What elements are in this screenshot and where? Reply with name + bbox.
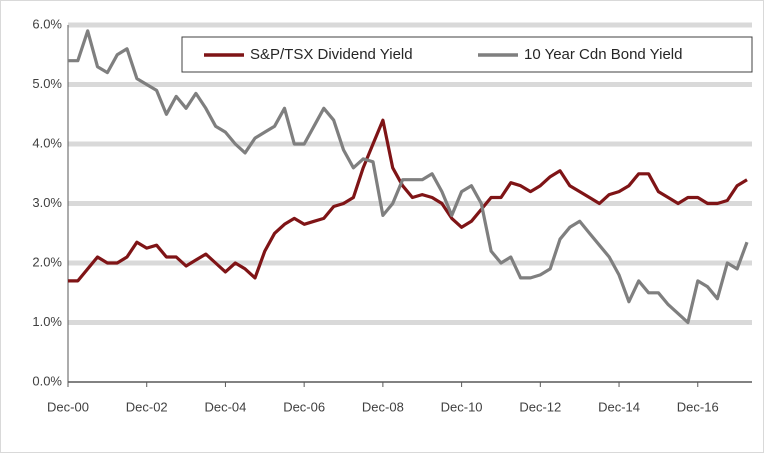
y-tick-label: 4.0% bbox=[32, 135, 62, 150]
x-tick-label: Dec-14 bbox=[598, 399, 640, 414]
y-tick-label: 0.0% bbox=[32, 373, 62, 388]
y-tick-label: 1.0% bbox=[32, 314, 62, 329]
x-tick-label: Dec-12 bbox=[519, 399, 561, 414]
y-tick-label: 3.0% bbox=[32, 195, 62, 210]
legend-box bbox=[181, 36, 753, 73]
x-tick-label: Dec-08 bbox=[362, 399, 404, 414]
x-tick-label: Dec-02 bbox=[126, 399, 168, 414]
x-tick-label: Dec-00 bbox=[47, 399, 89, 414]
y-tick-label: 5.0% bbox=[32, 76, 62, 91]
legend-label: S&P/TSX Dividend Yield bbox=[250, 46, 413, 63]
legend-label: 10 Year Cdn Bond Yield bbox=[524, 46, 682, 63]
y-tick-label: 6.0% bbox=[32, 16, 62, 31]
data-line bbox=[68, 29, 749, 325]
x-tick-label: Dec-16 bbox=[677, 399, 719, 414]
data-line bbox=[68, 118, 748, 283]
y-tick-label: 2.0% bbox=[32, 254, 62, 269]
x-tick-label: Dec-06 bbox=[283, 399, 325, 414]
x-tick-label: Dec-04 bbox=[204, 399, 246, 414]
x-tick-label: Dec-10 bbox=[441, 399, 483, 414]
